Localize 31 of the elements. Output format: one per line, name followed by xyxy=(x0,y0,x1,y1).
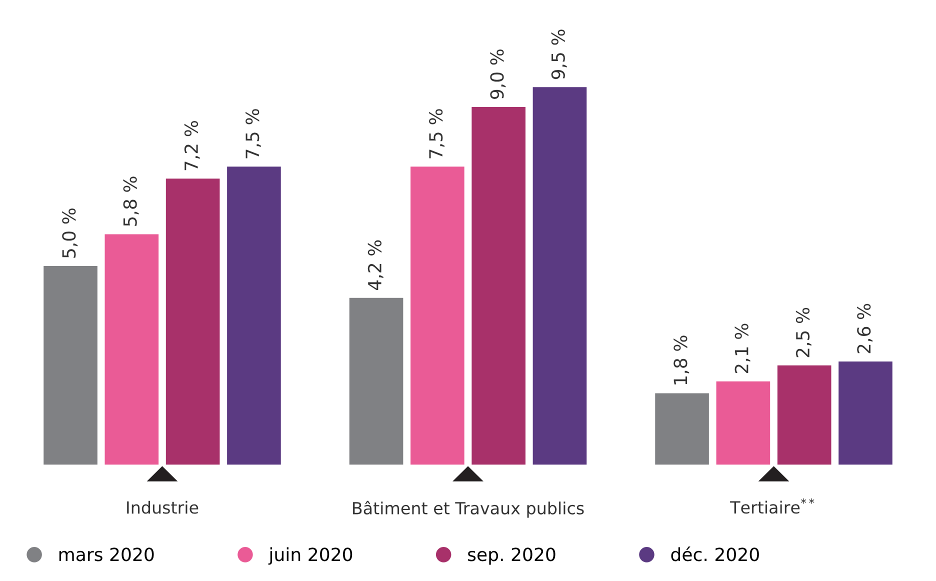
data-label: 2,1 % xyxy=(734,324,750,374)
legend-label: juin 2020 xyxy=(268,547,352,565)
bar xyxy=(410,166,464,465)
x-tick-label: Bâtiment et Travaux publics xyxy=(353,500,584,518)
data-label: 7,2 % xyxy=(184,121,200,170)
data-label: 2,6 % xyxy=(857,304,873,354)
bar xyxy=(777,365,832,465)
data-label: 5,8 % xyxy=(123,176,139,226)
bar xyxy=(166,178,220,465)
data-label: 9,0 % xyxy=(490,49,506,99)
legend-label: mars 2020 xyxy=(59,548,154,562)
bar xyxy=(655,393,709,465)
bar xyxy=(716,381,770,465)
data-label: 9,5 % xyxy=(551,30,567,80)
data-label: 5,0 % xyxy=(62,208,78,258)
data-label: 2,5 % xyxy=(796,308,812,358)
legend-label: déc. 2020 xyxy=(671,546,759,562)
bar xyxy=(104,234,159,465)
x-tick-label: Tertiaire$^{**}$ xyxy=(730,498,814,514)
bar xyxy=(349,298,404,465)
bar xyxy=(472,107,526,465)
data-label: 7,5 % xyxy=(429,109,445,158)
bar xyxy=(44,266,98,465)
legend-label: sep. 2020 xyxy=(468,548,556,565)
data-label: 1,8 % xyxy=(674,336,690,384)
bar xyxy=(532,87,587,465)
bar xyxy=(838,361,892,465)
bar xyxy=(227,166,281,465)
data-label: 7,5 % xyxy=(246,109,262,158)
data-label: 4,2 % xyxy=(368,240,384,290)
x-tick-label: Industrie xyxy=(127,500,198,514)
